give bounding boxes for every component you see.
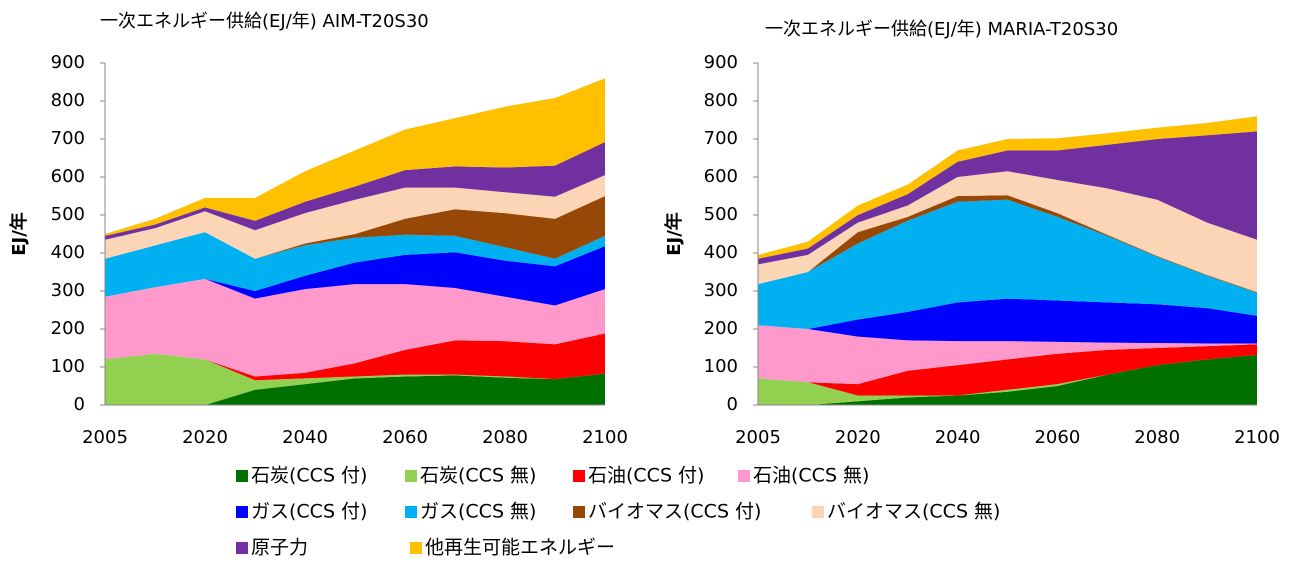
chart-title: 一次エネルギー供給(EJ/年) AIM-T20S30 bbox=[100, 11, 429, 32]
x-tick-label: 2020 bbox=[182, 427, 228, 448]
x-tick-label: 2100 bbox=[582, 427, 628, 448]
legend-label: 石炭(CCS 付) bbox=[251, 465, 367, 487]
legend-swatch bbox=[236, 542, 248, 554]
y-tick-label: 700 bbox=[51, 128, 85, 149]
y-tick-label: 400 bbox=[704, 242, 738, 263]
chart-title: 一次エネルギー供給(EJ/年) MARIA-T20S30 bbox=[765, 19, 1118, 40]
x-tick-label: 2080 bbox=[1134, 427, 1180, 448]
x-tick-label: 2040 bbox=[282, 427, 328, 448]
area bbox=[105, 232, 605, 297]
area bbox=[758, 199, 1257, 329]
area bbox=[758, 171, 1257, 293]
y-tick-label: 400 bbox=[51, 242, 85, 263]
y-tick-label: 0 bbox=[74, 394, 85, 415]
legend-swatch bbox=[405, 506, 417, 518]
area bbox=[105, 196, 605, 259]
legend-swatch bbox=[405, 470, 417, 482]
area bbox=[105, 246, 605, 306]
legend-swatch bbox=[236, 470, 248, 482]
y-axis-label: EJ/年 bbox=[8, 212, 30, 256]
x-tick-label: 2080 bbox=[482, 427, 528, 448]
legend-swatch bbox=[236, 506, 248, 518]
area bbox=[758, 354, 1257, 405]
x-tick-label: 2005 bbox=[82, 427, 128, 448]
legend-swatch bbox=[573, 470, 585, 482]
area bbox=[758, 131, 1257, 265]
area bbox=[105, 175, 605, 259]
x-tick-label: 2020 bbox=[835, 427, 881, 448]
x-tick-label: 2100 bbox=[1234, 427, 1280, 448]
legend-label: ガス(CCS 付) bbox=[251, 501, 367, 523]
area bbox=[105, 353, 605, 405]
legend-swatch bbox=[573, 506, 585, 518]
legend-label: 原子力 bbox=[251, 537, 308, 559]
y-tick-label: 300 bbox=[704, 280, 738, 301]
x-tick-label: 2040 bbox=[935, 427, 981, 448]
y-axis-label: EJ/年 bbox=[663, 212, 685, 256]
area bbox=[105, 142, 605, 240]
y-tick-label: 100 bbox=[704, 356, 738, 377]
legend-swatch bbox=[410, 542, 422, 554]
legend-swatch bbox=[812, 506, 824, 518]
area bbox=[105, 78, 605, 236]
y-tick-label: 900 bbox=[704, 52, 738, 73]
area bbox=[758, 325, 1257, 385]
y-tick-label: 800 bbox=[51, 90, 85, 111]
area bbox=[758, 354, 1257, 405]
legend-swatch bbox=[738, 470, 750, 482]
legend-label: ガス(CCS 無) bbox=[420, 501, 536, 523]
y-tick-label: 600 bbox=[704, 166, 738, 187]
y-tick-label: 900 bbox=[51, 52, 85, 73]
area bbox=[105, 278, 605, 377]
y-tick-label: 600 bbox=[51, 166, 85, 187]
area bbox=[758, 298, 1257, 344]
legend-label: バイオマス(CCS 付) bbox=[588, 501, 761, 523]
x-tick-label: 2060 bbox=[382, 427, 428, 448]
y-tick-label: 300 bbox=[51, 280, 85, 301]
y-tick-label: 700 bbox=[704, 128, 738, 149]
legend-label: バイオマス(CCS 無) bbox=[827, 501, 1000, 523]
y-tick-label: 500 bbox=[704, 204, 738, 225]
x-tick-label: 2005 bbox=[735, 427, 781, 448]
y-tick-label: 200 bbox=[704, 318, 738, 339]
area bbox=[758, 344, 1257, 396]
y-tick-label: 100 bbox=[51, 356, 85, 377]
legend-label: 石油(CCS 付) bbox=[588, 465, 704, 487]
y-tick-label: 0 bbox=[727, 394, 738, 415]
legend-label: 他再生可能エネルギー bbox=[425, 537, 615, 559]
y-tick-label: 800 bbox=[704, 90, 738, 111]
y-tick-label: 200 bbox=[51, 318, 85, 339]
area bbox=[105, 373, 605, 405]
area bbox=[105, 333, 605, 381]
legend-label: 石油(CCS 無) bbox=[753, 465, 869, 487]
x-tick-label: 2060 bbox=[1034, 427, 1080, 448]
legend-label: 石炭(CCS 無) bbox=[420, 465, 536, 487]
area bbox=[758, 116, 1257, 259]
y-tick-label: 500 bbox=[51, 204, 85, 225]
